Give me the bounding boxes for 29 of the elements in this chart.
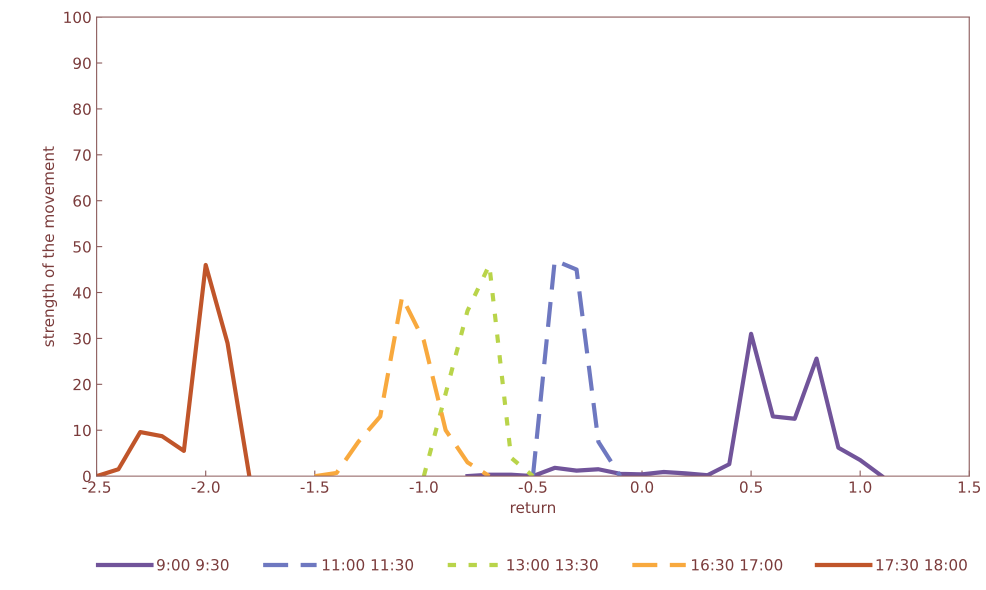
legend-label: 13:00 13:30 <box>507 559 598 571</box>
legend-label: 16:30 17:00 <box>692 559 782 571</box>
legend-label: 17:30 18:00 <box>876 559 967 571</box>
legend-label: 11:00 11:30 <box>322 559 414 571</box>
x-tick-label: 0.5 <box>740 481 762 493</box>
x-tick-label: 1.0 <box>850 481 872 493</box>
y-tick-label: 60 <box>73 195 91 207</box>
y-tick-label: 20 <box>73 378 91 390</box>
y-tick-label: 0 <box>83 470 91 482</box>
y-tick-label: 90 <box>73 57 91 70</box>
line-series <box>465 332 884 476</box>
x-tick-label: -1.0 <box>410 481 438 493</box>
y-tick-label: 100 <box>64 12 91 24</box>
x-axis-title: return <box>510 502 555 514</box>
y-tick-label: 10 <box>74 424 91 436</box>
x-tick-label: 0.0 <box>630 481 654 493</box>
y-axis-title: strength of the movement <box>42 146 58 346</box>
y-tick-label: 40 <box>73 286 91 299</box>
y-tick-label: 50 <box>74 241 91 253</box>
x-tick-label: -1.5 <box>300 481 328 493</box>
x-tick-label: -0.5 <box>518 481 547 493</box>
x-tick-label: 1.5 <box>958 481 980 493</box>
y-tick-label: 30 <box>73 332 91 344</box>
line-series <box>96 262 252 476</box>
y-tick-label: 70 <box>74 149 91 161</box>
y-tick-label: 80 <box>73 103 91 115</box>
x-tick-label: -2.5 <box>82 481 110 493</box>
x-tick-label: -2.0 <box>192 481 220 493</box>
legend-label: 9:00 9:30 <box>157 559 229 571</box>
